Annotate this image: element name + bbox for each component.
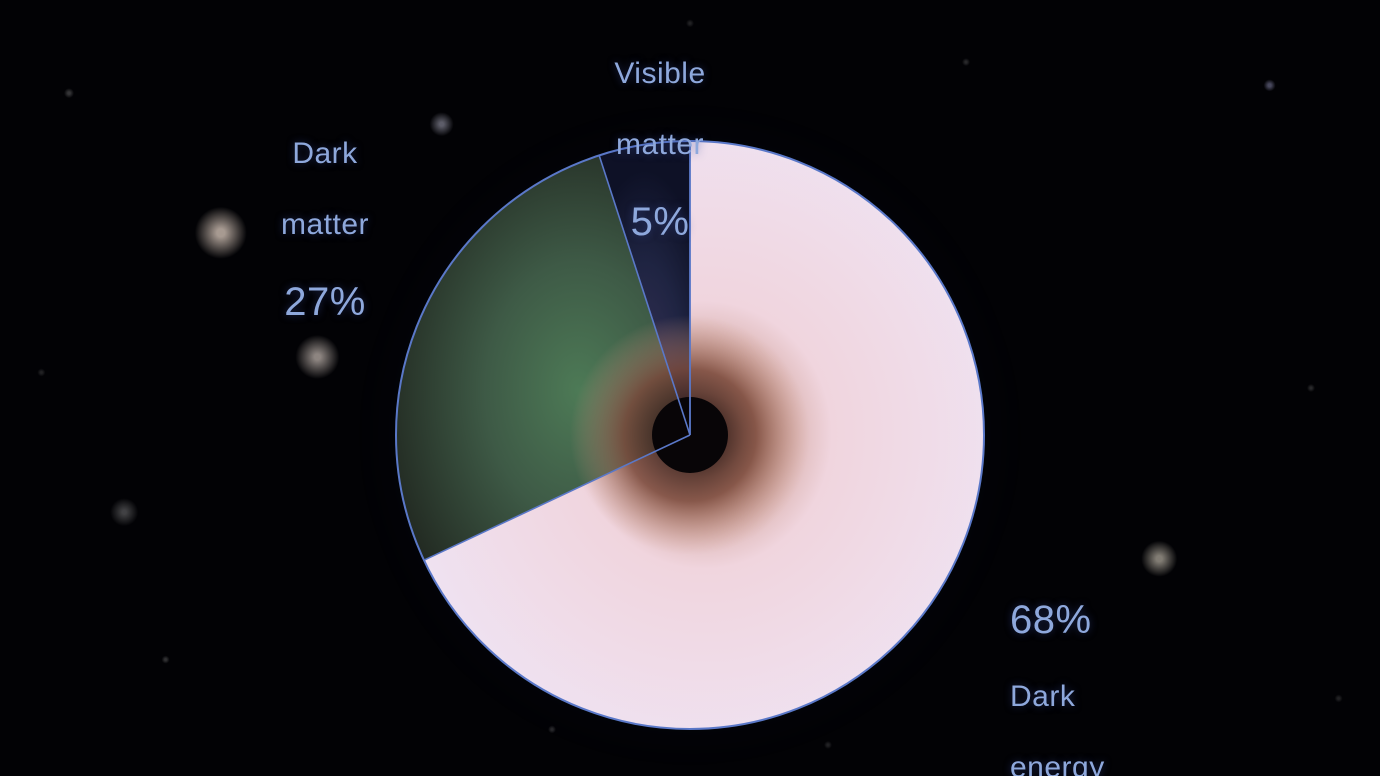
visible-matter-name2: matter <box>560 128 760 163</box>
dark-matter-pct: 27% <box>225 279 425 325</box>
dark-energy-name2: energy <box>1010 751 1210 776</box>
label-dark-energy: 68% Dark energy <box>1010 560 1210 776</box>
dark-matter-name1: Dark <box>225 137 425 172</box>
dark-matter-name2: matter <box>225 208 425 243</box>
chart-canvas: Visible matter 5% Dark matter 27% 68% Da… <box>0 0 1380 776</box>
dark-energy-name1: Dark <box>1010 680 1210 715</box>
visible-matter-name1: Visible <box>560 57 760 92</box>
dark-energy-pct: 68% <box>1010 597 1210 643</box>
label-visible-matter: Visible matter 5% <box>560 20 760 282</box>
visible-matter-pct: 5% <box>560 199 760 245</box>
label-dark-matter: Dark matter 27% <box>225 100 425 362</box>
